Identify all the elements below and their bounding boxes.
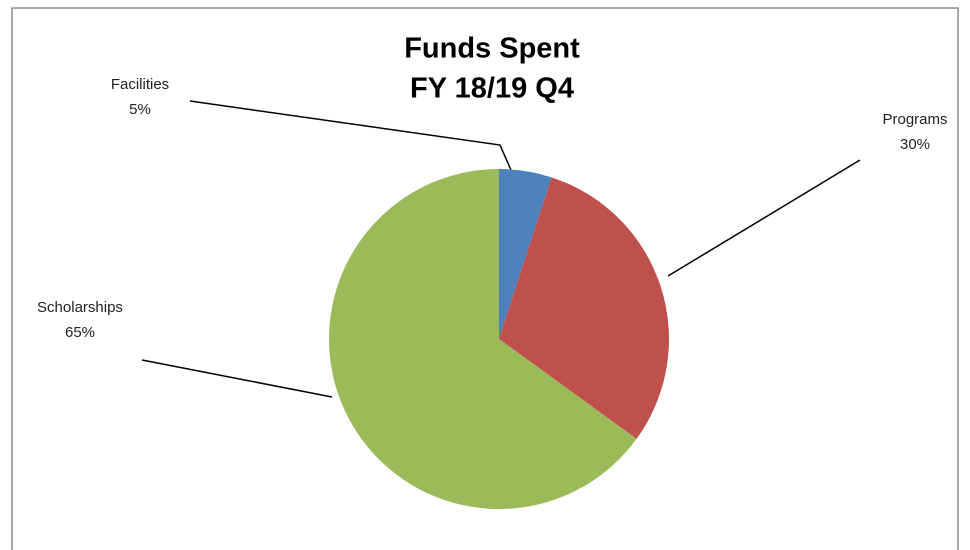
slice-label: Scholarships bbox=[37, 299, 123, 316]
slice-value-label: 65% bbox=[65, 324, 95, 341]
chart-title: Funds Spent bbox=[404, 33, 580, 65]
leader-line bbox=[141, 359, 333, 398]
pie-slice bbox=[499, 169, 552, 339]
leader-line bbox=[667, 159, 861, 277]
slice-value-label: 30% bbox=[900, 136, 930, 153]
leader-line bbox=[189, 100, 512, 171]
chart-title: FY 18/19 Q4 bbox=[410, 73, 574, 105]
slice-label: Facilities bbox=[111, 76, 169, 93]
slice-label: Programs bbox=[882, 111, 947, 128]
pie-slice bbox=[499, 177, 669, 439]
slice-value-label: 5% bbox=[129, 101, 151, 118]
pie-slice bbox=[328, 169, 637, 509]
